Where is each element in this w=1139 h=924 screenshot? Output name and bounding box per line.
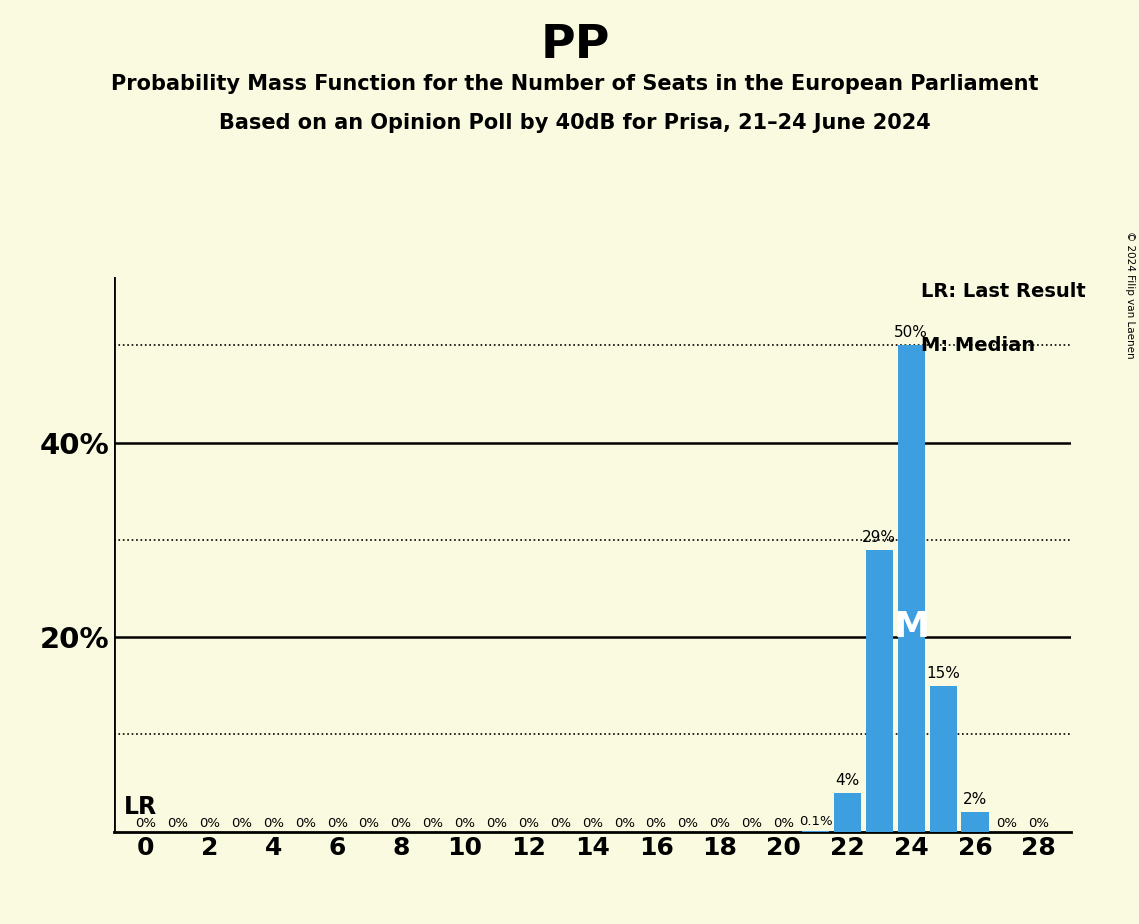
Text: 0%: 0% [678, 817, 698, 830]
Text: M: M [893, 611, 929, 644]
Text: 0%: 0% [997, 817, 1017, 830]
Text: M: Median: M: Median [920, 335, 1035, 355]
Text: 0%: 0% [741, 817, 762, 830]
Text: Based on an Opinion Poll by 40dB for Prisa, 21–24 June 2024: Based on an Opinion Poll by 40dB for Pri… [220, 113, 931, 133]
Text: 0%: 0% [263, 817, 284, 830]
Text: Probability Mass Function for the Number of Seats in the European Parliament: Probability Mass Function for the Number… [112, 74, 1039, 94]
Text: 0%: 0% [359, 817, 379, 830]
Text: 0%: 0% [391, 817, 411, 830]
Text: 0%: 0% [167, 817, 188, 830]
Text: 0%: 0% [614, 817, 634, 830]
Text: 0%: 0% [710, 817, 730, 830]
Bar [834, 793, 861, 832]
Text: 0%: 0% [518, 817, 539, 830]
Bar [802, 831, 829, 832]
Text: 4%: 4% [835, 772, 860, 788]
Bar [929, 686, 957, 832]
Text: 50%: 50% [894, 325, 928, 340]
Text: 0%: 0% [582, 817, 603, 830]
Text: 0%: 0% [295, 817, 316, 830]
Text: 0%: 0% [486, 817, 507, 830]
Text: LR: Last Result: LR: Last Result [920, 282, 1085, 301]
Text: PP: PP [540, 23, 611, 68]
Text: 0%: 0% [1029, 817, 1049, 830]
Text: 0%: 0% [199, 817, 220, 830]
Text: 15%: 15% [926, 666, 960, 681]
Text: 0%: 0% [550, 817, 571, 830]
Bar [866, 550, 893, 832]
Text: 0%: 0% [136, 817, 156, 830]
Text: 0%: 0% [231, 817, 252, 830]
Text: 29%: 29% [862, 529, 896, 544]
Text: © 2024 Filip van Laenen: © 2024 Filip van Laenen [1125, 231, 1134, 359]
Text: 0%: 0% [327, 817, 347, 830]
Text: 0.1%: 0.1% [798, 815, 833, 828]
Text: 0%: 0% [454, 817, 475, 830]
Text: 2%: 2% [962, 792, 988, 808]
Bar [898, 346, 925, 832]
Bar [961, 812, 989, 832]
Text: 0%: 0% [646, 817, 666, 830]
Text: 0%: 0% [773, 817, 794, 830]
Text: 0%: 0% [423, 817, 443, 830]
Text: LR: LR [123, 796, 156, 820]
